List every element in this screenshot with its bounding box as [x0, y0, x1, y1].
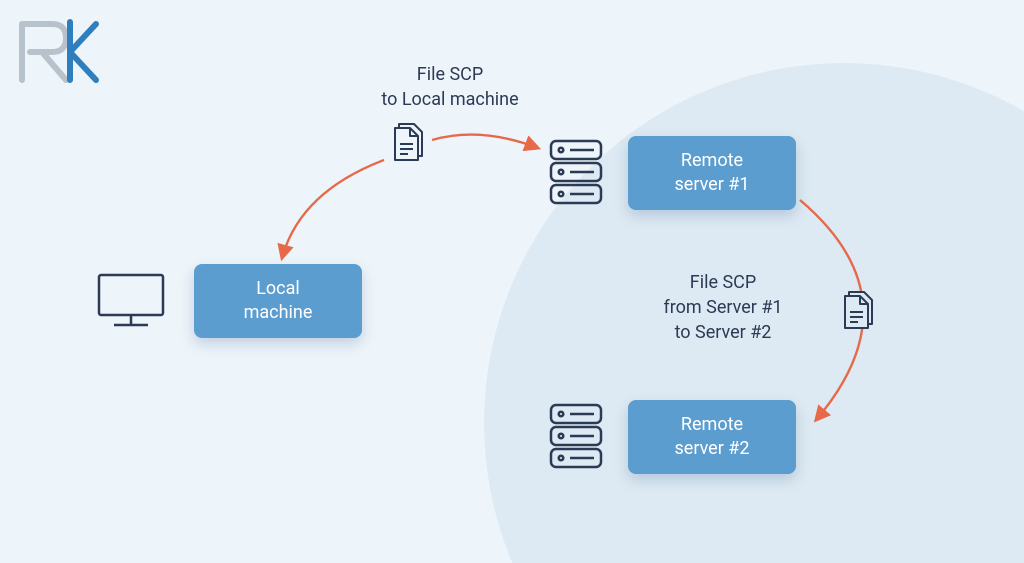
arrow-to-remote1 [432, 135, 538, 148]
monitor-icon [96, 272, 166, 328]
node-local-machine: Local machine [194, 264, 362, 338]
file-icon [392, 122, 426, 162]
rk-logo [12, 12, 102, 94]
diagram-stage: Local machine Remote server #1 Remote se… [0, 0, 1024, 563]
arrow-to-local [282, 160, 384, 258]
label-scp-server1-to-2: File SCP from Server #1 to Server #2 [608, 270, 838, 346]
node-remote-server-2: Remote server #2 [628, 400, 796, 474]
label-scp-to-local: File SCP to Local machine [335, 62, 565, 112]
server-icon [548, 402, 604, 470]
node-remote-server-1: Remote server #1 [628, 136, 796, 210]
file-icon [842, 290, 876, 330]
server-icon [548, 138, 604, 206]
